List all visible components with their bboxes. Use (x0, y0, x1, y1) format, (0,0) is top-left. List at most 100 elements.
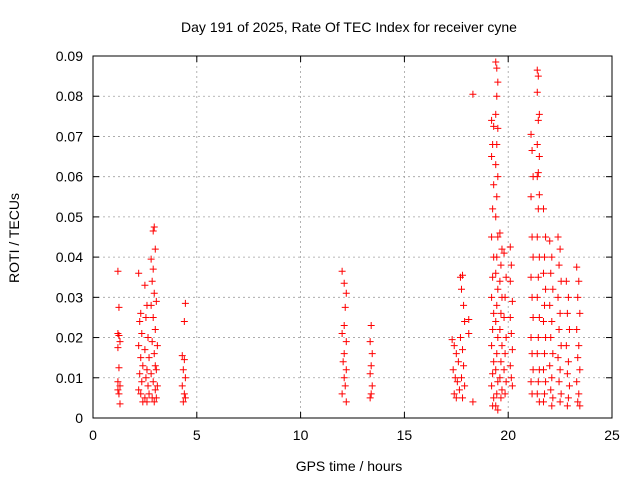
data-point (527, 193, 535, 201)
data-point (534, 378, 542, 386)
y-tick-label: 0.07 (56, 128, 83, 144)
data-point (151, 386, 159, 394)
data-point (494, 173, 502, 181)
data-point (368, 350, 376, 358)
data-point (534, 169, 542, 177)
data-point (115, 390, 123, 398)
data-points (114, 58, 584, 414)
data-point (138, 330, 146, 338)
data-point (502, 273, 510, 281)
data-point (574, 398, 582, 406)
data-point (149, 313, 157, 321)
data-point (181, 299, 189, 307)
data-point (493, 193, 501, 201)
data-point (338, 330, 346, 338)
data-point (150, 350, 158, 358)
data-point (366, 338, 374, 346)
x-tick-label: 25 (604, 427, 620, 443)
data-point (564, 358, 572, 366)
data-point (366, 394, 374, 402)
data-point (338, 390, 346, 398)
data-point (539, 269, 547, 277)
data-point (180, 317, 188, 325)
data-point (141, 394, 149, 402)
data-point (534, 334, 542, 342)
data-point (493, 390, 501, 398)
data-point (506, 313, 514, 321)
y-tick-label: 0.06 (56, 169, 83, 185)
data-point (488, 153, 496, 161)
data-point (116, 338, 124, 346)
data-point (135, 386, 143, 394)
data-point (573, 378, 581, 386)
data-point (138, 378, 146, 386)
data-point (573, 326, 581, 334)
data-point (461, 382, 469, 390)
data-point (575, 342, 583, 350)
data-point (490, 181, 498, 189)
data-point (342, 366, 350, 374)
data-point (533, 293, 541, 301)
data-point (180, 390, 188, 398)
data-point (547, 334, 555, 342)
data-point (541, 350, 549, 358)
data-point (136, 317, 144, 325)
data-point (573, 263, 581, 271)
data-point (489, 205, 497, 213)
data-point (542, 285, 550, 293)
data-point (564, 394, 572, 402)
data-point (137, 390, 145, 398)
data-point (556, 366, 564, 374)
data-point (143, 398, 151, 406)
data-point (554, 233, 562, 241)
data-point (489, 273, 497, 281)
data-point (148, 338, 156, 346)
data-point (492, 317, 500, 325)
data-point (565, 382, 573, 390)
data-point (546, 301, 554, 309)
data-point (492, 110, 500, 118)
data-point (547, 269, 555, 277)
data-point (502, 378, 510, 386)
data-point (493, 64, 501, 72)
data-point (555, 261, 563, 269)
data-point (508, 346, 516, 354)
data-point (342, 289, 350, 297)
data-point (135, 269, 143, 277)
data-point (459, 271, 467, 279)
data-point (490, 122, 498, 130)
data-point (548, 253, 556, 261)
data-point (575, 390, 583, 398)
data-point (506, 243, 514, 251)
data-point (493, 350, 501, 358)
data-point (490, 358, 498, 366)
data-point (179, 366, 187, 374)
data-point (574, 354, 582, 362)
data-point (527, 273, 535, 281)
data-point (341, 382, 349, 390)
data-point (541, 390, 549, 398)
data-point (548, 317, 556, 325)
data-point (150, 223, 158, 231)
data-point (152, 394, 160, 402)
data-point (178, 382, 186, 390)
data-point (492, 213, 500, 221)
data-point (527, 130, 535, 138)
data-point (489, 370, 497, 378)
data-point (500, 366, 508, 374)
data-point (145, 354, 153, 362)
data-point (494, 378, 502, 386)
data-point (563, 370, 571, 378)
y-tick-label: 0.05 (56, 209, 83, 225)
data-point (454, 358, 462, 366)
data-point (116, 400, 124, 408)
data-point (180, 356, 188, 364)
data-point (448, 336, 456, 344)
data-point (181, 374, 189, 382)
data-point (533, 66, 541, 74)
data-point (450, 390, 458, 398)
data-point (367, 362, 375, 370)
data-point (539, 205, 547, 213)
data-point (153, 342, 161, 350)
